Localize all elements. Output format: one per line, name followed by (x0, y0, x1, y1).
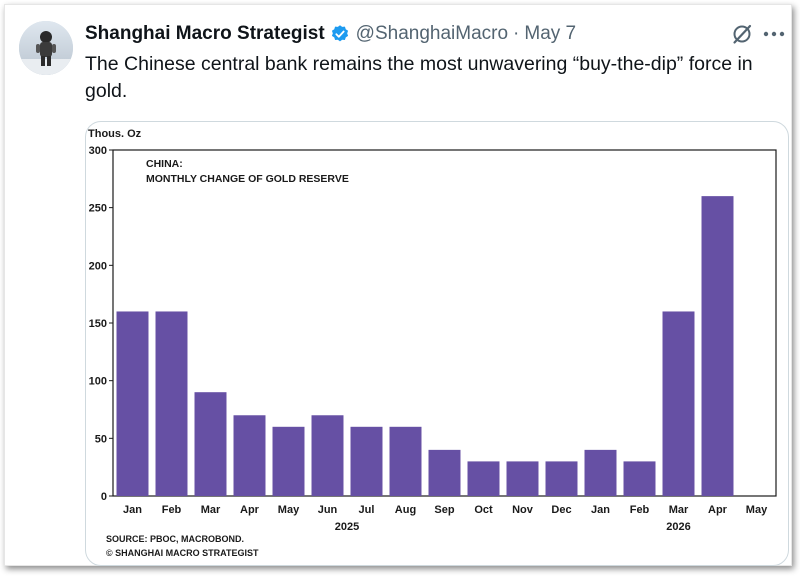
bar-feb-13 (623, 461, 656, 496)
x-tick-label: Jun (318, 504, 338, 516)
x-tick-label: Apr (240, 504, 260, 516)
bar-feb-1 (155, 311, 188, 496)
x-tick-label: Oct (474, 504, 493, 516)
unit-label: Thous. Oz (88, 128, 142, 140)
bar-apr-3 (233, 415, 266, 496)
handle[interactable]: @ShanghaiMacro (355, 23, 509, 44)
y-tick-label: 250 (89, 203, 107, 215)
tweet-date[interactable]: May 7 (524, 23, 577, 44)
x-tick-label: Jul (359, 504, 375, 516)
grok-icon[interactable] (730, 22, 754, 46)
x-tick-label: Feb (630, 504, 650, 516)
year-label: 2026 (666, 521, 690, 533)
separator-dot: · (513, 23, 520, 44)
chart-title: CHINA: (146, 158, 183, 170)
y-tick-label: 100 (89, 376, 107, 388)
bar-jun-5 (311, 415, 344, 496)
chart-subtitle: MONTHLY CHANGE OF GOLD RESERVE (146, 173, 349, 185)
more-icon[interactable] (761, 22, 787, 46)
x-tick-label: Jan (123, 504, 142, 516)
avatar[interactable] (19, 21, 73, 75)
y-tick-label: 200 (89, 260, 107, 272)
bar-jan-0 (116, 311, 149, 496)
x-tick-label: Dec (551, 504, 571, 516)
bar-aug-7 (389, 426, 422, 496)
tweet-text: The Chinese central bank remains the mos… (85, 53, 753, 102)
bar-jan-12 (584, 449, 617, 496)
x-tick-label: Jan (591, 504, 610, 516)
bar-may-4 (272, 426, 305, 496)
x-tick-label: Sep (434, 504, 454, 516)
chart-source: SOURCE: PBOC, MACROBOND. (106, 534, 244, 544)
x-tick-label: Aug (395, 504, 416, 516)
x-tick-label: May (278, 504, 300, 516)
bar-mar-2 (194, 392, 227, 496)
display-name[interactable]: Shanghai Macro Strategist (85, 23, 325, 44)
chart-copyright: © SHANGHAI MACRO STRATEGIST (106, 548, 259, 558)
bar-jul-6 (350, 426, 383, 496)
bar-nov-10 (506, 461, 539, 496)
y-tick-label: 150 (89, 318, 107, 330)
avatar-photo (19, 21, 73, 75)
x-tick-label: Mar (201, 504, 221, 516)
tweet-card: Shanghai Macro Strategist @ShanghaiMacro… (4, 4, 792, 566)
x-tick-label: Nov (512, 504, 534, 516)
bar-dec-11 (545, 461, 578, 496)
chart-image[interactable]: Thous. Oz 0 50 100 150 200 250 300 Jan Feb Mar Apr M… (85, 121, 789, 566)
gold-reserve-chart: Thous. Oz 0 50 100 150 200 250 300 Jan Feb Mar Apr M… (88, 128, 777, 558)
year-label: 2025 (335, 521, 359, 533)
x-tick-label: Mar (669, 504, 689, 516)
y-tick-label: 0 (101, 491, 107, 503)
bar-mar-14 (662, 311, 695, 496)
x-tick-label: Apr (708, 504, 728, 516)
y-tick-label: 50 (95, 433, 107, 445)
tweet-header: Shanghai Macro Strategist @ShanghaiMacro… (85, 21, 576, 47)
x-tick-label: May (746, 504, 768, 516)
bar-oct-9 (467, 461, 500, 496)
bar-sep-8 (428, 449, 461, 496)
x-tick-label: Feb (162, 504, 182, 516)
bar-apr-15 (701, 196, 734, 496)
y-tick-label: 300 (89, 145, 107, 157)
verified-badge-icon[interactable] (330, 24, 350, 44)
